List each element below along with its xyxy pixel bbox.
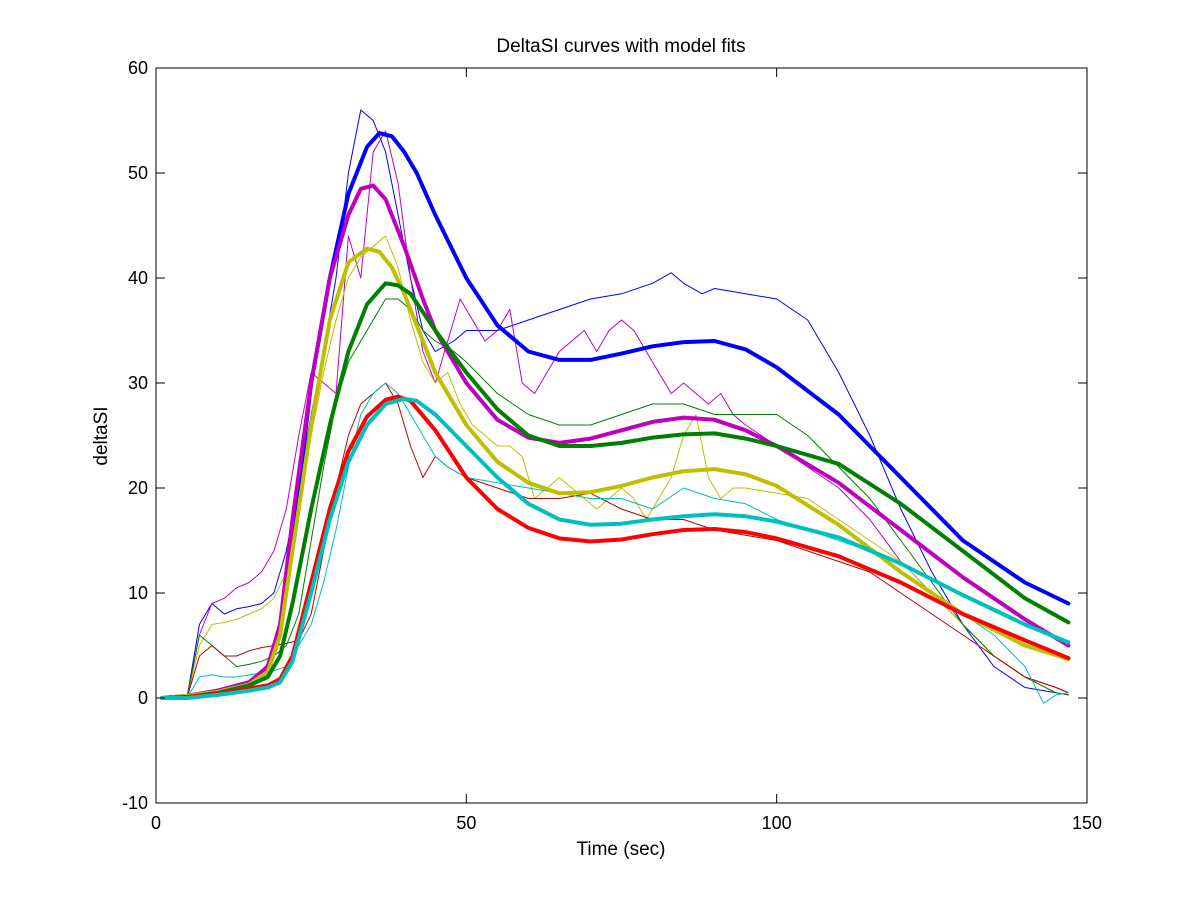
chart-title: DeltaSI curves with model fits [496,36,745,57]
y-tick-label-4: 30 [128,373,148,393]
y-tick-label-5: 40 [128,268,148,288]
raw-data-line-0 [161,109,1069,699]
x-tick-label-1: 50 [456,813,476,833]
y-tick-label-3: 20 [128,478,148,498]
series-layer [160,109,1071,704]
y-tick-label-7: 60 [128,58,148,78]
y-tick-label-6: 50 [128,163,148,183]
plot-frame [155,67,1088,804]
x-tick-label-2: 100 [762,813,792,833]
model-fit-line-9 [160,281,1071,700]
y-tick-label-0: -10 [122,793,148,813]
y-axis-label: deltaSI [91,406,112,465]
x-tick-label-3: 150 [1072,813,1102,833]
y-tick-label-2: 10 [128,583,148,603]
raw-data-line-1 [161,130,1069,699]
x-axis-label: Time (sec) [576,839,665,860]
model-fit-line-11 [160,396,1071,700]
model-fit-line-8 [160,246,1071,700]
y-tick-label-1: 0 [138,688,148,708]
model-fit-line-6 [160,131,1071,700]
x-tick-label-0: 0 [151,813,161,833]
